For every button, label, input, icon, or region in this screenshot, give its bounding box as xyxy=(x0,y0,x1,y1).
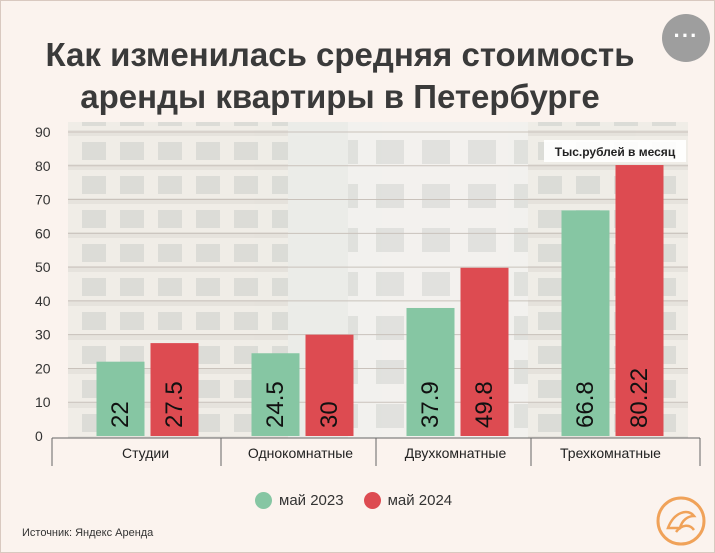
y-tick-label-50: 50 xyxy=(35,259,51,275)
chart-title: Как изменилась средняя стоимость аренды … xyxy=(45,36,635,115)
y-tick-label-0: 0 xyxy=(35,428,43,444)
bar-2024-0 xyxy=(150,343,199,436)
legend-label-2024: май 2024 xyxy=(387,491,453,509)
bar-value-label-2024-1: 30 xyxy=(316,401,343,428)
x-tick-label-3: Трехкомнатные xyxy=(560,445,661,461)
unit-note: Тыс.рублей в месяц xyxy=(544,140,686,162)
bar-value-label-2023-0: 22 xyxy=(107,401,134,428)
bar-2023-2 xyxy=(406,307,455,436)
legend-swatch-2023 xyxy=(255,491,272,509)
bar-value-label-2023-1: 24.5 xyxy=(262,381,289,428)
bar-2024-2 xyxy=(460,267,509,436)
bar-value-label-2024-3: 80.22 xyxy=(626,368,653,428)
y-tick-label-60: 60 xyxy=(35,225,51,241)
y-axis-ticks: 0 10 20 30 40 50 60 70 80 90 xyxy=(35,124,51,444)
y-tick-label-80: 80 xyxy=(35,158,51,174)
bar-2024-3 xyxy=(615,165,664,436)
unit-note-text: Тыс.рублей в месяц xyxy=(555,145,676,159)
legend: май 2023 май 2024 xyxy=(255,488,452,512)
bar-value-label-2023-2: 37.9 xyxy=(417,381,444,428)
bar-2023-3 xyxy=(561,210,610,436)
y-tick-label-20: 20 xyxy=(35,360,51,376)
bar-value-label-2024-0: 27.5 xyxy=(161,381,188,428)
legend-item-2024: май 2024 xyxy=(363,491,453,509)
y-tick-label-30: 30 xyxy=(35,327,51,343)
bar-value-label-2024-2: 49.8 xyxy=(471,381,498,428)
x-tick-label-1: Однокомнатные xyxy=(248,445,353,461)
legend-swatch-2024 xyxy=(363,491,381,509)
y-tick-label-10: 10 xyxy=(35,394,51,410)
more-options-button[interactable]: ··· xyxy=(662,14,710,62)
y-tick-label-70: 70 xyxy=(35,192,51,208)
bars: 22 27.5 24.5 30 37.9 49.8 66.8 80.22 xyxy=(96,165,664,436)
source-note: Источник: Яндекс Аренда xyxy=(22,527,154,539)
brand-logo-icon xyxy=(656,496,706,546)
legend-item-2023: май 2023 xyxy=(255,491,344,509)
bar-2023-0 xyxy=(96,361,145,436)
y-tick-label-90: 90 xyxy=(35,124,51,140)
x-axis: Студии Однокомнатные Двухкомнатные Трехкомн… xyxy=(51,437,701,466)
bar-value-label-2023-3: 66.8 xyxy=(572,381,599,428)
x-tick-label-0: Студии xyxy=(122,445,169,461)
y-tick-label-40: 40 xyxy=(35,293,51,309)
bar-2024-1 xyxy=(305,334,354,436)
bar-2023-1 xyxy=(251,353,300,436)
legend-label-2023: май 2023 xyxy=(279,491,344,509)
x-tick-label-2: Двухкомнатные xyxy=(405,445,507,461)
